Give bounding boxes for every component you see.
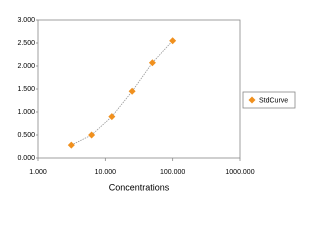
- y-tick-label: 0.000: [17, 155, 35, 162]
- data-point: [88, 131, 96, 139]
- y-tick-label: 1.000: [17, 109, 35, 116]
- y-tick-label: 2.000: [17, 63, 35, 70]
- x-tick-label: 10.000: [95, 169, 117, 176]
- data-point: [128, 87, 136, 95]
- data-point: [67, 141, 75, 149]
- legend-label: StdCurve: [259, 97, 288, 104]
- legend-marker: [248, 96, 256, 104]
- y-tick-label: 3.000: [17, 17, 35, 24]
- x-tick-label: 100.000: [160, 169, 185, 176]
- fit-line: [71, 40, 173, 146]
- y-tick-label: 0.500: [17, 132, 35, 139]
- data-point: [148, 59, 156, 67]
- chart: Concentrations 0.000 0.500 1.000 1.500 2.000…: [17, 17, 296, 192]
- data-point: [169, 37, 177, 45]
- y-tick-label: 1.500: [17, 86, 35, 93]
- x-axis-label: Concentrations: [109, 182, 170, 192]
- y-tick-label: 2.500: [17, 40, 35, 47]
- x-tick-label: 1.000: [29, 169, 47, 176]
- legend-box: [242, 91, 296, 109]
- x-tick-label: 1000.000: [225, 169, 254, 176]
- plot-frame: [37, 19, 241, 159]
- data-point: [108, 113, 116, 121]
